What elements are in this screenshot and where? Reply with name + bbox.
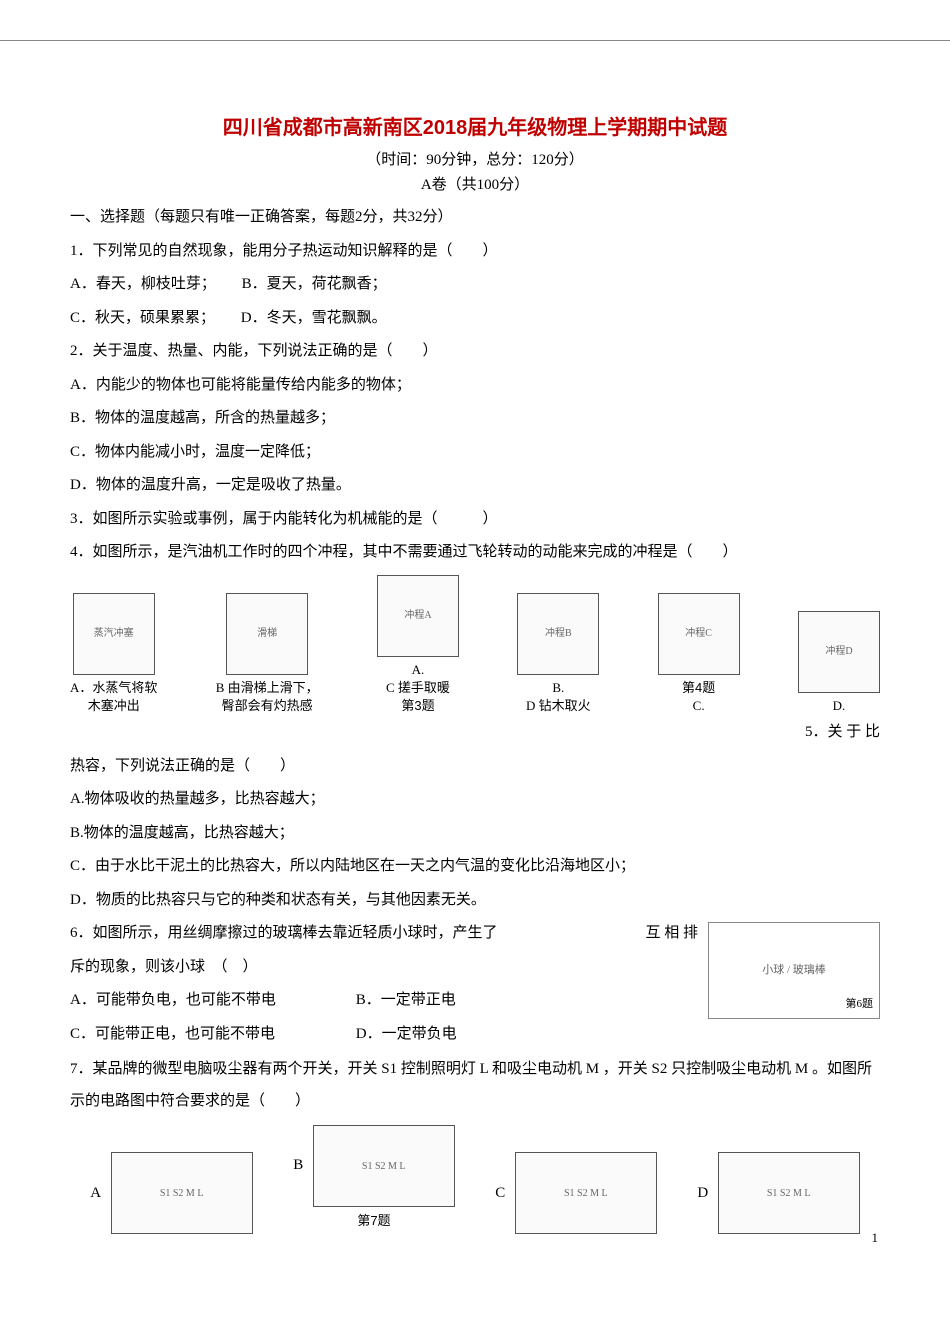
q7-c-wrap: C S1 S2 M L bbox=[495, 1152, 657, 1234]
q3-a-l1: A．水蒸气将软 bbox=[70, 679, 157, 697]
q2-a: A．内能少的物体也可能将能量传给内能多的物体； bbox=[70, 370, 880, 402]
q6-stem-b: 互 相 排 bbox=[645, 918, 698, 950]
section-1: 一、选择题（每题只有唯一正确答案，每题2分，共32分） 1．下列常见的自然现象，… bbox=[70, 202, 880, 1234]
q4-a: A. bbox=[377, 661, 459, 679]
q7-c-fig: S1 S2 M L bbox=[515, 1152, 657, 1234]
q7-d-fig: S1 S2 M L bbox=[718, 1152, 860, 1234]
q7-b-fig: S1 S2 M L bbox=[313, 1125, 455, 1207]
q6-block: 小球 / 玻璃棒 第6题 6．如图所示，用丝绸摩擦过的玻璃棒去靠近轻质小球时，产… bbox=[70, 918, 880, 1052]
q7-b-wrap: B S1 S2 M L 第7题 bbox=[293, 1125, 455, 1234]
q4-fig-d-img: 冲程D bbox=[798, 611, 880, 693]
q4-fig-c: 冲程C 第4题 C. bbox=[658, 593, 740, 715]
q5-b: B.物体的温度越高，比热容越大； bbox=[70, 818, 880, 850]
q7-a-wrap: A S1 S2 M L bbox=[90, 1152, 252, 1234]
q1-opts-row2: C．秋天，硕果累累； D．冬天，雪花飘飘。 bbox=[70, 303, 880, 335]
q7-stem: 7．某品牌的微型电脑吸尘器有两个开关，开关 S1 控制照明灯 L 和吸尘电动机 … bbox=[70, 1054, 880, 1117]
q3-stem: 3．如图所示实验或事例，属于内能转化为机械能的是（ ） bbox=[70, 504, 880, 536]
q4-d: D. bbox=[798, 697, 880, 715]
section1-head: 一、选择题（每题只有唯一正确答案，每题2分，共32分） bbox=[70, 202, 880, 234]
time-score: （时间：90分钟，总分：120分） bbox=[70, 148, 880, 169]
q2-b: B．物体的温度越高，所含的热量越多； bbox=[70, 403, 880, 435]
q5-stem-rest: 热容，下列说法正确的是（ ） bbox=[70, 751, 880, 783]
q2-stem: 2．关于温度、热量、内能，下列说法正确的是（ ） bbox=[70, 336, 880, 368]
page-title: 四川省成都市高新南区2018届九年级物理上学期期中试题 bbox=[70, 111, 880, 140]
q5-c: C．由于水比干泥土的比热容大，所以内陆地区在一天之内气温的变化比沿海地区小； bbox=[70, 851, 880, 883]
q7-a-fig: S1 S2 M L bbox=[111, 1152, 253, 1234]
q7-d-wrap: D S1 S2 M L bbox=[697, 1152, 859, 1234]
part-a-label: A卷（共100分） bbox=[70, 173, 880, 194]
page-number: 1 bbox=[872, 1230, 879, 1246]
fig-row-q3-q4: 蒸汽冲塞 A．水蒸气将软 木塞冲出 滑梯 B 由滑梯上滑下， 臀部会有灼热感 冲… bbox=[70, 575, 880, 716]
q7-d-label: D bbox=[697, 1185, 708, 1201]
q7-a-label: A bbox=[90, 1185, 101, 1201]
q6-d: D．一定带负电 bbox=[356, 1026, 457, 1042]
q1-a: A．春天，柳枝吐芽； bbox=[70, 276, 216, 292]
q3-a-l2: 木塞冲出 bbox=[70, 697, 157, 715]
q4-fig-c-img: 冲程C bbox=[658, 593, 740, 675]
q5-lead: 5．关 于 比 bbox=[805, 717, 880, 749]
q7-c-label: C bbox=[495, 1185, 505, 1201]
q6-a: A．可能带负电，也可能不带电 bbox=[70, 985, 330, 1017]
q6-caption: 第6题 bbox=[846, 993, 874, 1016]
q4-stem: 4．如图所示，是汽油机工作时的四个冲程，其中不需要通过飞轮转动的动能来完成的冲程… bbox=[70, 537, 880, 569]
q3-d: D 钻木取火 bbox=[517, 697, 599, 715]
q4-fig-a-img: 冲程A bbox=[377, 575, 459, 657]
q7-caption: 第7题 bbox=[293, 1207, 455, 1234]
q1-c: C．秋天，硕果累累； bbox=[70, 310, 215, 326]
q1-d: D．冬天，雪花飘飘。 bbox=[241, 310, 387, 326]
q4-caption: 第4题 bbox=[658, 679, 740, 697]
q6-c: C．可能带正电，也可能不带电 bbox=[70, 1019, 330, 1051]
q5-a: A.物体吸收的热量越多，比热容越大； bbox=[70, 784, 880, 816]
q3-b-l2: 臀部会有灼热感 bbox=[216, 697, 319, 715]
q4-fig-b-img: 冲程B bbox=[517, 593, 599, 675]
q4-fig-d: 冲程D D. bbox=[798, 611, 880, 715]
q3-fig-a: 蒸汽冲塞 A．水蒸气将软 木塞冲出 bbox=[70, 593, 157, 715]
q4-c: C. bbox=[658, 697, 740, 715]
q1-opts-row1: A．春天，柳枝吐芽； B．夏天，荷花飘香； bbox=[70, 269, 880, 301]
q4-b: B. bbox=[517, 679, 599, 697]
q7-b-label: B bbox=[293, 1157, 303, 1173]
q6-opts-row2: C．可能带正电，也可能不带电 D．一定带负电 bbox=[70, 1019, 880, 1051]
q1-b: B．夏天，荷花飘香； bbox=[242, 276, 387, 292]
q3-fig-a-img: 蒸汽冲塞 bbox=[73, 593, 155, 675]
q4-fig-a: 冲程A A. C 搓手取暖 第3题 bbox=[377, 575, 459, 716]
q4-fig-b: 冲程B B. D 钻木取火 bbox=[517, 593, 599, 715]
q2-c: C．物体内能减小时，温度一定降低； bbox=[70, 437, 880, 469]
q6-b: B．一定带正电 bbox=[356, 992, 456, 1008]
q5-lead-row: 5．关 于 比 bbox=[70, 717, 880, 749]
q1-stem: 1．下列常见的自然现象，能用分子热运动知识解释的是（ ） bbox=[70, 236, 880, 268]
q3-fig-b-img: 滑梯 bbox=[226, 593, 308, 675]
q7-circuits: A S1 S2 M L B S1 S2 M L 第7题 C S1 S2 M L … bbox=[70, 1125, 880, 1234]
q3-c: C 搓手取暖 bbox=[377, 679, 459, 697]
q3-caption: 第3题 bbox=[377, 697, 459, 715]
exam-page: 四川省成都市高新南区2018届九年级物理上学期期中试题 （时间：90分钟，总分：… bbox=[0, 40, 950, 1264]
q5-d: D．物质的比热容只与它的种类和状态有关，与其他因素无关。 bbox=[70, 885, 880, 917]
q2-d: D．物体的温度升高，一定是吸收了热量。 bbox=[70, 470, 880, 502]
q3-b-l1: B 由滑梯上滑下， bbox=[216, 679, 319, 697]
q6-stem-a: 6．如图所示，用丝绸摩擦过的玻璃棒去靠近轻质小球时，产生了 bbox=[70, 925, 498, 941]
q3-fig-b: 滑梯 B 由滑梯上滑下， 臀部会有灼热感 bbox=[216, 593, 319, 715]
q6-figure: 小球 / 玻璃棒 第6题 bbox=[708, 922, 880, 1019]
